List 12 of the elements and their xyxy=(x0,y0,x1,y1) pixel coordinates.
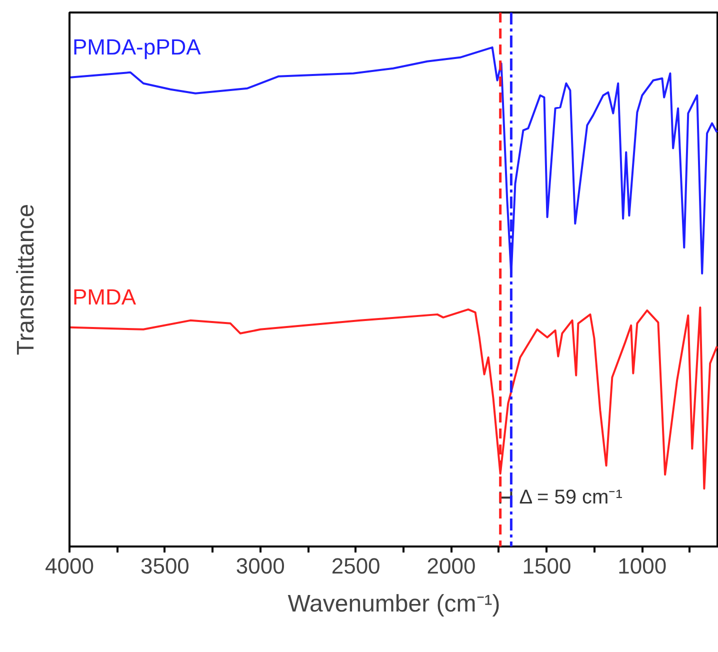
x-axis-title: Wavenumber (cm⁻¹) xyxy=(288,590,500,618)
series-label: PMDA xyxy=(72,284,136,310)
x-tick-label: 4000 xyxy=(45,554,94,578)
x-tick-label: 1000 xyxy=(618,554,667,578)
x-tick-label: 2500 xyxy=(331,554,380,578)
y-axis-title: Transmittance xyxy=(12,204,40,356)
annotation: Δ = 59 cm⁻¹ xyxy=(519,486,623,509)
series-label: PMDA-pPDA xyxy=(72,34,202,60)
x-tick-label: 2000 xyxy=(426,554,476,578)
x-tick-label: 1500 xyxy=(522,554,572,578)
x-tick-label: 3500 xyxy=(140,554,190,578)
x-tick-label: 3000 xyxy=(236,554,285,578)
